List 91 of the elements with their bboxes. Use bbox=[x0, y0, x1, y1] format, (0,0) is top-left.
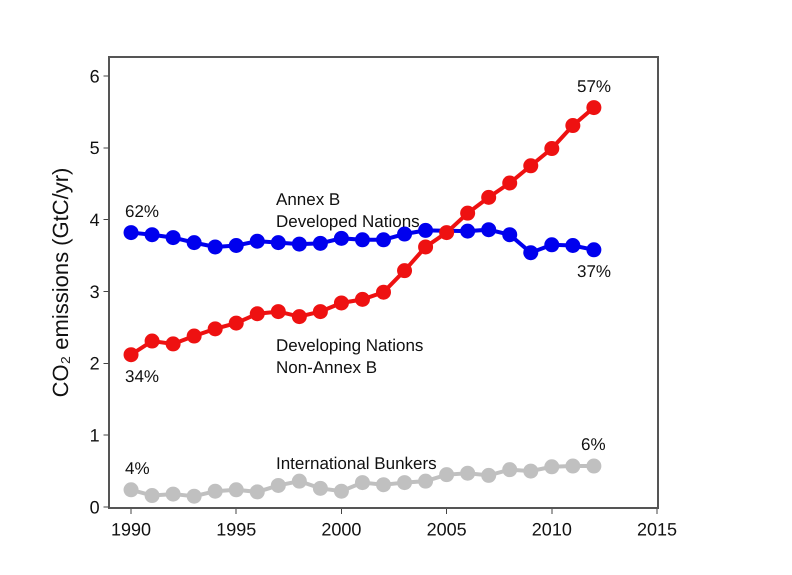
point bbox=[586, 242, 602, 258]
y-tick-label: 6 bbox=[90, 66, 100, 86]
annotation: 62% bbox=[125, 202, 160, 221]
point bbox=[418, 474, 434, 489]
point bbox=[354, 232, 370, 248]
x-tick-label: 2015 bbox=[636, 519, 678, 540]
annotation: 37% bbox=[577, 262, 612, 281]
point bbox=[312, 304, 328, 320]
point bbox=[397, 263, 412, 278]
point bbox=[208, 239, 223, 254]
point bbox=[186, 235, 202, 250]
x-tick-label: 1995 bbox=[216, 519, 256, 540]
point bbox=[124, 225, 139, 240]
point bbox=[544, 237, 560, 252]
point bbox=[502, 176, 518, 190]
point bbox=[312, 236, 328, 251]
point bbox=[460, 466, 476, 481]
point bbox=[460, 206, 476, 221]
point bbox=[502, 227, 518, 242]
point bbox=[334, 484, 349, 499]
point bbox=[418, 222, 434, 238]
point bbox=[166, 486, 181, 502]
point bbox=[312, 480, 328, 496]
point bbox=[460, 224, 476, 239]
point bbox=[544, 459, 560, 474]
point bbox=[250, 484, 265, 500]
annotation: 6% bbox=[581, 435, 606, 454]
point bbox=[481, 468, 496, 483]
point bbox=[523, 464, 538, 479]
point bbox=[270, 304, 286, 320]
point bbox=[186, 328, 202, 344]
point bbox=[354, 475, 370, 490]
point bbox=[292, 309, 307, 324]
point bbox=[334, 230, 349, 246]
point bbox=[397, 226, 412, 242]
point bbox=[292, 236, 307, 252]
series-label: Developing Nations Non-Annex B bbox=[276, 336, 424, 378]
point bbox=[144, 488, 160, 504]
point bbox=[334, 295, 349, 310]
point bbox=[186, 488, 202, 504]
point bbox=[144, 334, 160, 349]
x-tick-label: 1990 bbox=[111, 519, 152, 540]
point bbox=[124, 482, 139, 498]
point bbox=[523, 158, 538, 174]
point bbox=[565, 458, 580, 474]
point bbox=[376, 477, 391, 492]
y-tick-label: 2 bbox=[90, 354, 100, 374]
point bbox=[208, 484, 223, 499]
y-tick-label: 1 bbox=[90, 425, 100, 446]
annotation: 34% bbox=[125, 367, 160, 386]
point bbox=[586, 458, 602, 474]
point bbox=[439, 225, 454, 240]
point bbox=[565, 118, 580, 134]
y-axis-title: CO₂ emissions (GtC/yr) bbox=[48, 168, 73, 398]
y-tick-label: 5 bbox=[90, 138, 100, 158]
point bbox=[481, 190, 496, 205]
point bbox=[376, 232, 391, 248]
point bbox=[586, 100, 602, 116]
point bbox=[292, 474, 307, 489]
y-tick-label: 4 bbox=[90, 210, 100, 230]
point bbox=[228, 316, 244, 331]
point bbox=[565, 238, 580, 253]
point bbox=[166, 336, 181, 352]
x-tick-label: 2005 bbox=[426, 519, 467, 540]
x-tick-label: 2000 bbox=[321, 519, 362, 540]
y-tick-label: 0 bbox=[90, 497, 100, 518]
point bbox=[502, 462, 518, 478]
point bbox=[124, 347, 139, 362]
point bbox=[439, 467, 454, 482]
annotation: 57% bbox=[577, 77, 612, 96]
point bbox=[166, 230, 181, 246]
point bbox=[144, 227, 160, 242]
point bbox=[481, 222, 496, 238]
point bbox=[270, 235, 286, 250]
point bbox=[250, 306, 265, 322]
point bbox=[208, 321, 223, 336]
series-label: International Bunkers bbox=[276, 454, 437, 473]
point bbox=[418, 239, 434, 254]
point bbox=[523, 245, 538, 260]
point bbox=[397, 475, 412, 490]
series-label: Annex B Developed Nations bbox=[276, 190, 420, 232]
point bbox=[228, 482, 244, 498]
x-tick-label: 2010 bbox=[532, 519, 572, 540]
annotation: 4% bbox=[125, 459, 150, 478]
point bbox=[376, 284, 391, 300]
y-tick-label: 3 bbox=[90, 282, 100, 302]
point bbox=[544, 141, 560, 156]
point bbox=[270, 478, 286, 493]
point bbox=[354, 292, 370, 307]
point bbox=[228, 238, 244, 253]
point bbox=[250, 234, 265, 249]
